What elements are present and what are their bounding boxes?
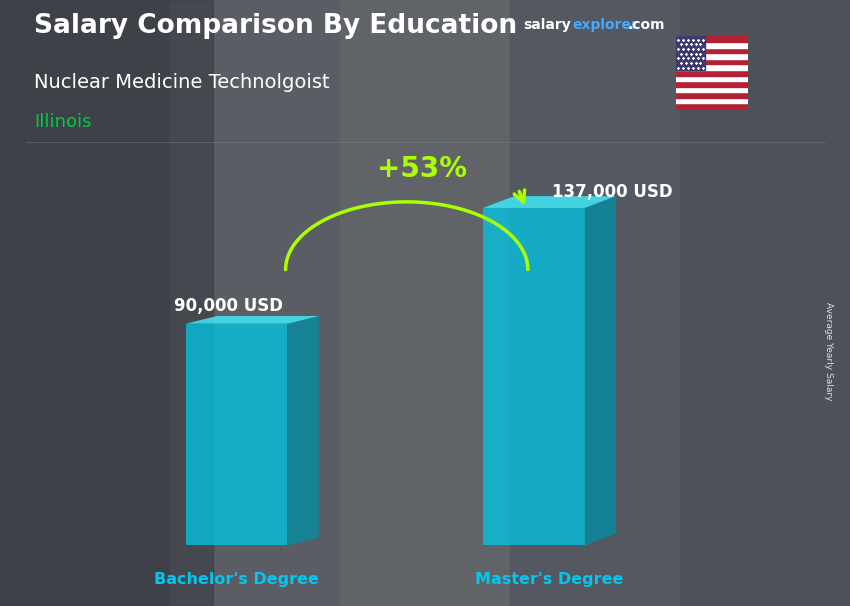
- Bar: [676, 98, 748, 104]
- Polygon shape: [287, 316, 319, 545]
- Text: .com: .com: [627, 18, 665, 32]
- Text: Average Yearly Salary: Average Yearly Salary: [824, 302, 833, 401]
- Bar: [676, 36, 705, 70]
- Bar: [676, 76, 748, 81]
- Polygon shape: [585, 196, 616, 545]
- Text: 137,000 USD: 137,000 USD: [552, 182, 672, 201]
- Text: Bachelor's Degree: Bachelor's Degree: [154, 573, 319, 587]
- Bar: [676, 104, 748, 109]
- Bar: [676, 92, 748, 98]
- Text: salary: salary: [523, 18, 570, 32]
- Text: Master's Degree: Master's Degree: [475, 573, 624, 587]
- Bar: [676, 59, 748, 64]
- Bar: [676, 87, 748, 92]
- Bar: [676, 47, 748, 53]
- Bar: [676, 70, 748, 76]
- Polygon shape: [186, 316, 319, 324]
- Bar: [676, 64, 748, 70]
- Bar: [676, 36, 748, 42]
- Text: +53%: +53%: [377, 155, 468, 182]
- Polygon shape: [186, 324, 287, 545]
- Text: Salary Comparison By Education: Salary Comparison By Education: [34, 13, 517, 39]
- Text: Illinois: Illinois: [34, 113, 92, 132]
- Bar: [676, 42, 748, 47]
- Text: Nuclear Medicine Technolgoist: Nuclear Medicine Technolgoist: [34, 73, 330, 92]
- Bar: [676, 81, 748, 87]
- Bar: [676, 53, 748, 59]
- Polygon shape: [483, 208, 585, 545]
- Polygon shape: [483, 196, 616, 208]
- Text: explorer: explorer: [572, 18, 638, 32]
- Text: 90,000 USD: 90,000 USD: [174, 297, 283, 315]
